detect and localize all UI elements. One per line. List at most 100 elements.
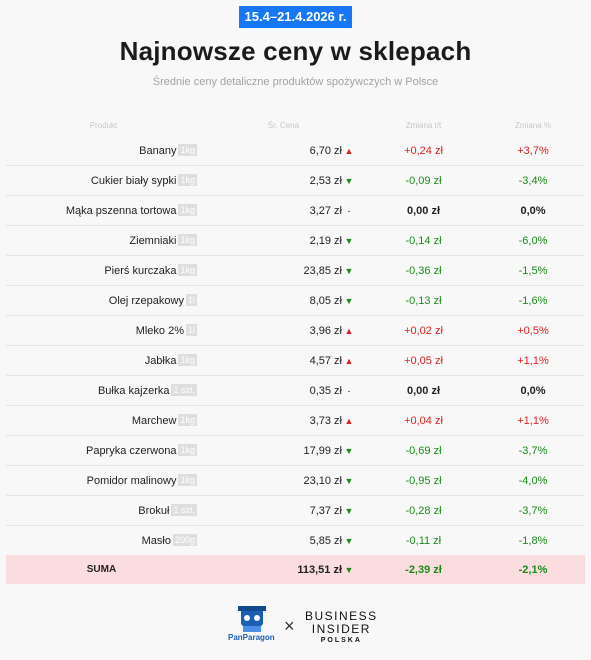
bi-logo-line3: POLSKA: [320, 637, 362, 644]
price-value: 23,85 zł: [303, 264, 342, 277]
change-cell: -0,69 zł: [366, 435, 481, 466]
product-name: Marchew: [131, 415, 177, 427]
footer: PanParagon × BUSINESS INSIDER POLSKA: [0, 604, 591, 654]
change-pct-cell: +0,5%: [481, 315, 585, 346]
total-change-pct: -2,1%: [481, 555, 585, 584]
price-value: 3,96 zł: [309, 324, 342, 337]
product-cell: Papryka czerwona 1kg: [6, 435, 201, 466]
change-pct-cell: -1,6%: [481, 285, 585, 316]
price-cell: 2,53 zł ▼: [201, 165, 366, 196]
page-subtitle: Średnie ceny detaliczne produktów spożyw…: [152, 76, 439, 88]
price-value: 3,27 zł: [309, 204, 342, 217]
unit-badge: 1kg: [178, 174, 197, 186]
price-cell: 3,27 zł -: [201, 195, 366, 226]
product-name: Mąka pszenna tortowa: [65, 205, 177, 217]
change-cell: -0,11 zł: [366, 525, 481, 555]
unit-badge: 1kg: [178, 234, 197, 246]
trend-up-icon: ▲: [344, 355, 354, 366]
product-cell: Cukier biały sypki 1kg: [6, 165, 201, 196]
price-cell: 4,57 zł ▲: [201, 345, 366, 376]
price-value: 8,05 zł: [309, 294, 342, 307]
change-pct-cell: +1,1%: [481, 405, 585, 436]
unit-badge: 1l: [185, 294, 197, 306]
product-cell: Mąka pszenna tortowa 1kg: [6, 195, 201, 226]
product-name: Banany: [139, 145, 177, 157]
change-cell: -0,14 zł: [366, 225, 481, 256]
change-pct-cell: -3,4%: [481, 165, 585, 196]
trend-down-icon: ▼: [344, 235, 354, 246]
page-title: Najnowsze ceny w sklepach: [119, 36, 472, 66]
total-row: SUMA 113,51 zł ▼ -2,39 zł -2,1%: [6, 555, 585, 584]
price-value: 17,99 zł: [303, 444, 342, 457]
change-cell: -0,28 zł: [366, 495, 481, 526]
product-cell: Mleko 2% 1l: [6, 315, 201, 346]
total-price-cell: 113,51 zł ▼: [201, 555, 366, 584]
price-value: 5,85 zł: [309, 534, 342, 547]
price-cell: 3,73 zł ▲: [201, 405, 366, 436]
unit-badge: 1kg: [178, 444, 197, 456]
trend-up-icon: ▲: [344, 325, 354, 336]
trend-up-icon: ▲: [344, 415, 354, 426]
price-cell: 17,99 zł ▼: [201, 435, 366, 466]
unit-badge: 1kg: [178, 144, 197, 156]
product-name: Pomidor malinowy: [86, 475, 177, 487]
panparagon-logo-icon: [238, 606, 266, 632]
change-cell: 0,00 zł: [366, 375, 481, 406]
date-range-badge: 15.4–21.4.2026 r.: [238, 6, 353, 28]
price-cell: 5,85 zł ▼: [201, 525, 366, 555]
change-pct-cell: 0,0%: [481, 195, 585, 226]
table-row: Marchew 1kg 3,73 zł ▲ +0,04 zł +1,1%: [6, 405, 585, 436]
change-pct-cell: -3,7%: [481, 435, 585, 466]
column-header-product: Produkt: [89, 120, 118, 130]
price-value: 2,53 zł: [309, 174, 342, 187]
table-row: Mąka pszenna tortowa 1kg 3,27 zł -0,00 zł 0,…: [6, 195, 585, 226]
product-cell: Marchew 1kg: [6, 405, 201, 436]
total-label: SUMA: [6, 555, 201, 584]
product-name: Cukier biały sypki: [90, 175, 177, 187]
change-cell: -0,95 zł: [366, 465, 481, 496]
change-cell: 0,00 zł: [366, 195, 481, 226]
price-value: 7,37 zł: [309, 504, 342, 517]
table-row: Brokuł 1 szt. 7,37 zł ▼ -0,28 zł -3,7%: [6, 495, 585, 526]
table-row: Mleko 2% 1l 3,96 zł ▲ +0,02 zł +0,5%: [6, 315, 585, 346]
change-pct-cell: +1,1%: [481, 345, 585, 376]
logo-separator: ×: [284, 616, 295, 636]
table-row: Olej rzepakowy 1l 8,05 zł ▼ -0,13 zł -1,6%: [6, 285, 585, 316]
price-cell: 7,37 zł ▼: [201, 495, 366, 526]
bi-logo-line1: BUSINESS: [305, 609, 378, 623]
trend-down-icon: ▼: [344, 265, 354, 276]
table-row: Masło 200g 5,85 zł ▼ -0,11 zł -1,8%: [6, 525, 585, 555]
column-header-change: Zmiana t/t: [405, 120, 442, 130]
unit-badge: 1kg: [178, 264, 197, 276]
unit-badge: 1kg: [178, 414, 197, 426]
total-price: 113,51 zł: [297, 563, 342, 576]
change-pct-cell: -4,0%: [481, 465, 585, 496]
product-cell: Banany 1kg: [6, 136, 201, 166]
bi-logo-line2: INSIDER: [311, 622, 371, 636]
table-row: Banany 1kg 6,70 zł ▲ +0,24 zł +3,7%: [6, 136, 585, 166]
change-cell: +0,02 zł: [366, 315, 481, 346]
price-value: 6,70 zł: [309, 144, 342, 157]
change-pct-cell: -1,5%: [481, 255, 585, 286]
total-change: -2,39 zł: [366, 555, 481, 584]
unit-badge: 1kg: [178, 474, 197, 486]
product-cell: Pomidor malinowy 1kg: [6, 465, 201, 496]
price-value: 23,10 zł: [303, 474, 342, 487]
unit-badge: 1kg: [178, 354, 197, 366]
price-value: 4,57 zł: [309, 354, 342, 367]
change-pct-cell: +3,7%: [517, 144, 549, 157]
table-row: Pierś kurczaka 1kg 23,85 zł ▼ -0,36 zł -1,5%: [6, 255, 585, 286]
price-value: 0,35 zł: [309, 384, 342, 397]
change-pct-cell: -6,0%: [481, 225, 585, 256]
trend-down-icon: ▼: [344, 175, 354, 186]
trend-down-icon: ▼: [344, 535, 354, 546]
product-cell: Jabłka 1kg: [6, 345, 201, 376]
change-pct-cell: -3,7%: [481, 495, 585, 526]
panparagon-logo-text: PanParagon: [228, 633, 275, 642]
change-cell: +0,05 zł: [366, 345, 481, 376]
change-cell: -0,13 zł: [366, 285, 481, 316]
change-pct-cell: -1,8%: [481, 525, 585, 555]
product-cell: Pierś kurczaka 1kg: [6, 255, 201, 286]
table-row: Papryka czerwona 1kg 17,99 zł ▼ -0,69 zł -3,7…: [6, 435, 585, 466]
product-name: Mleko 2%: [135, 325, 184, 337]
